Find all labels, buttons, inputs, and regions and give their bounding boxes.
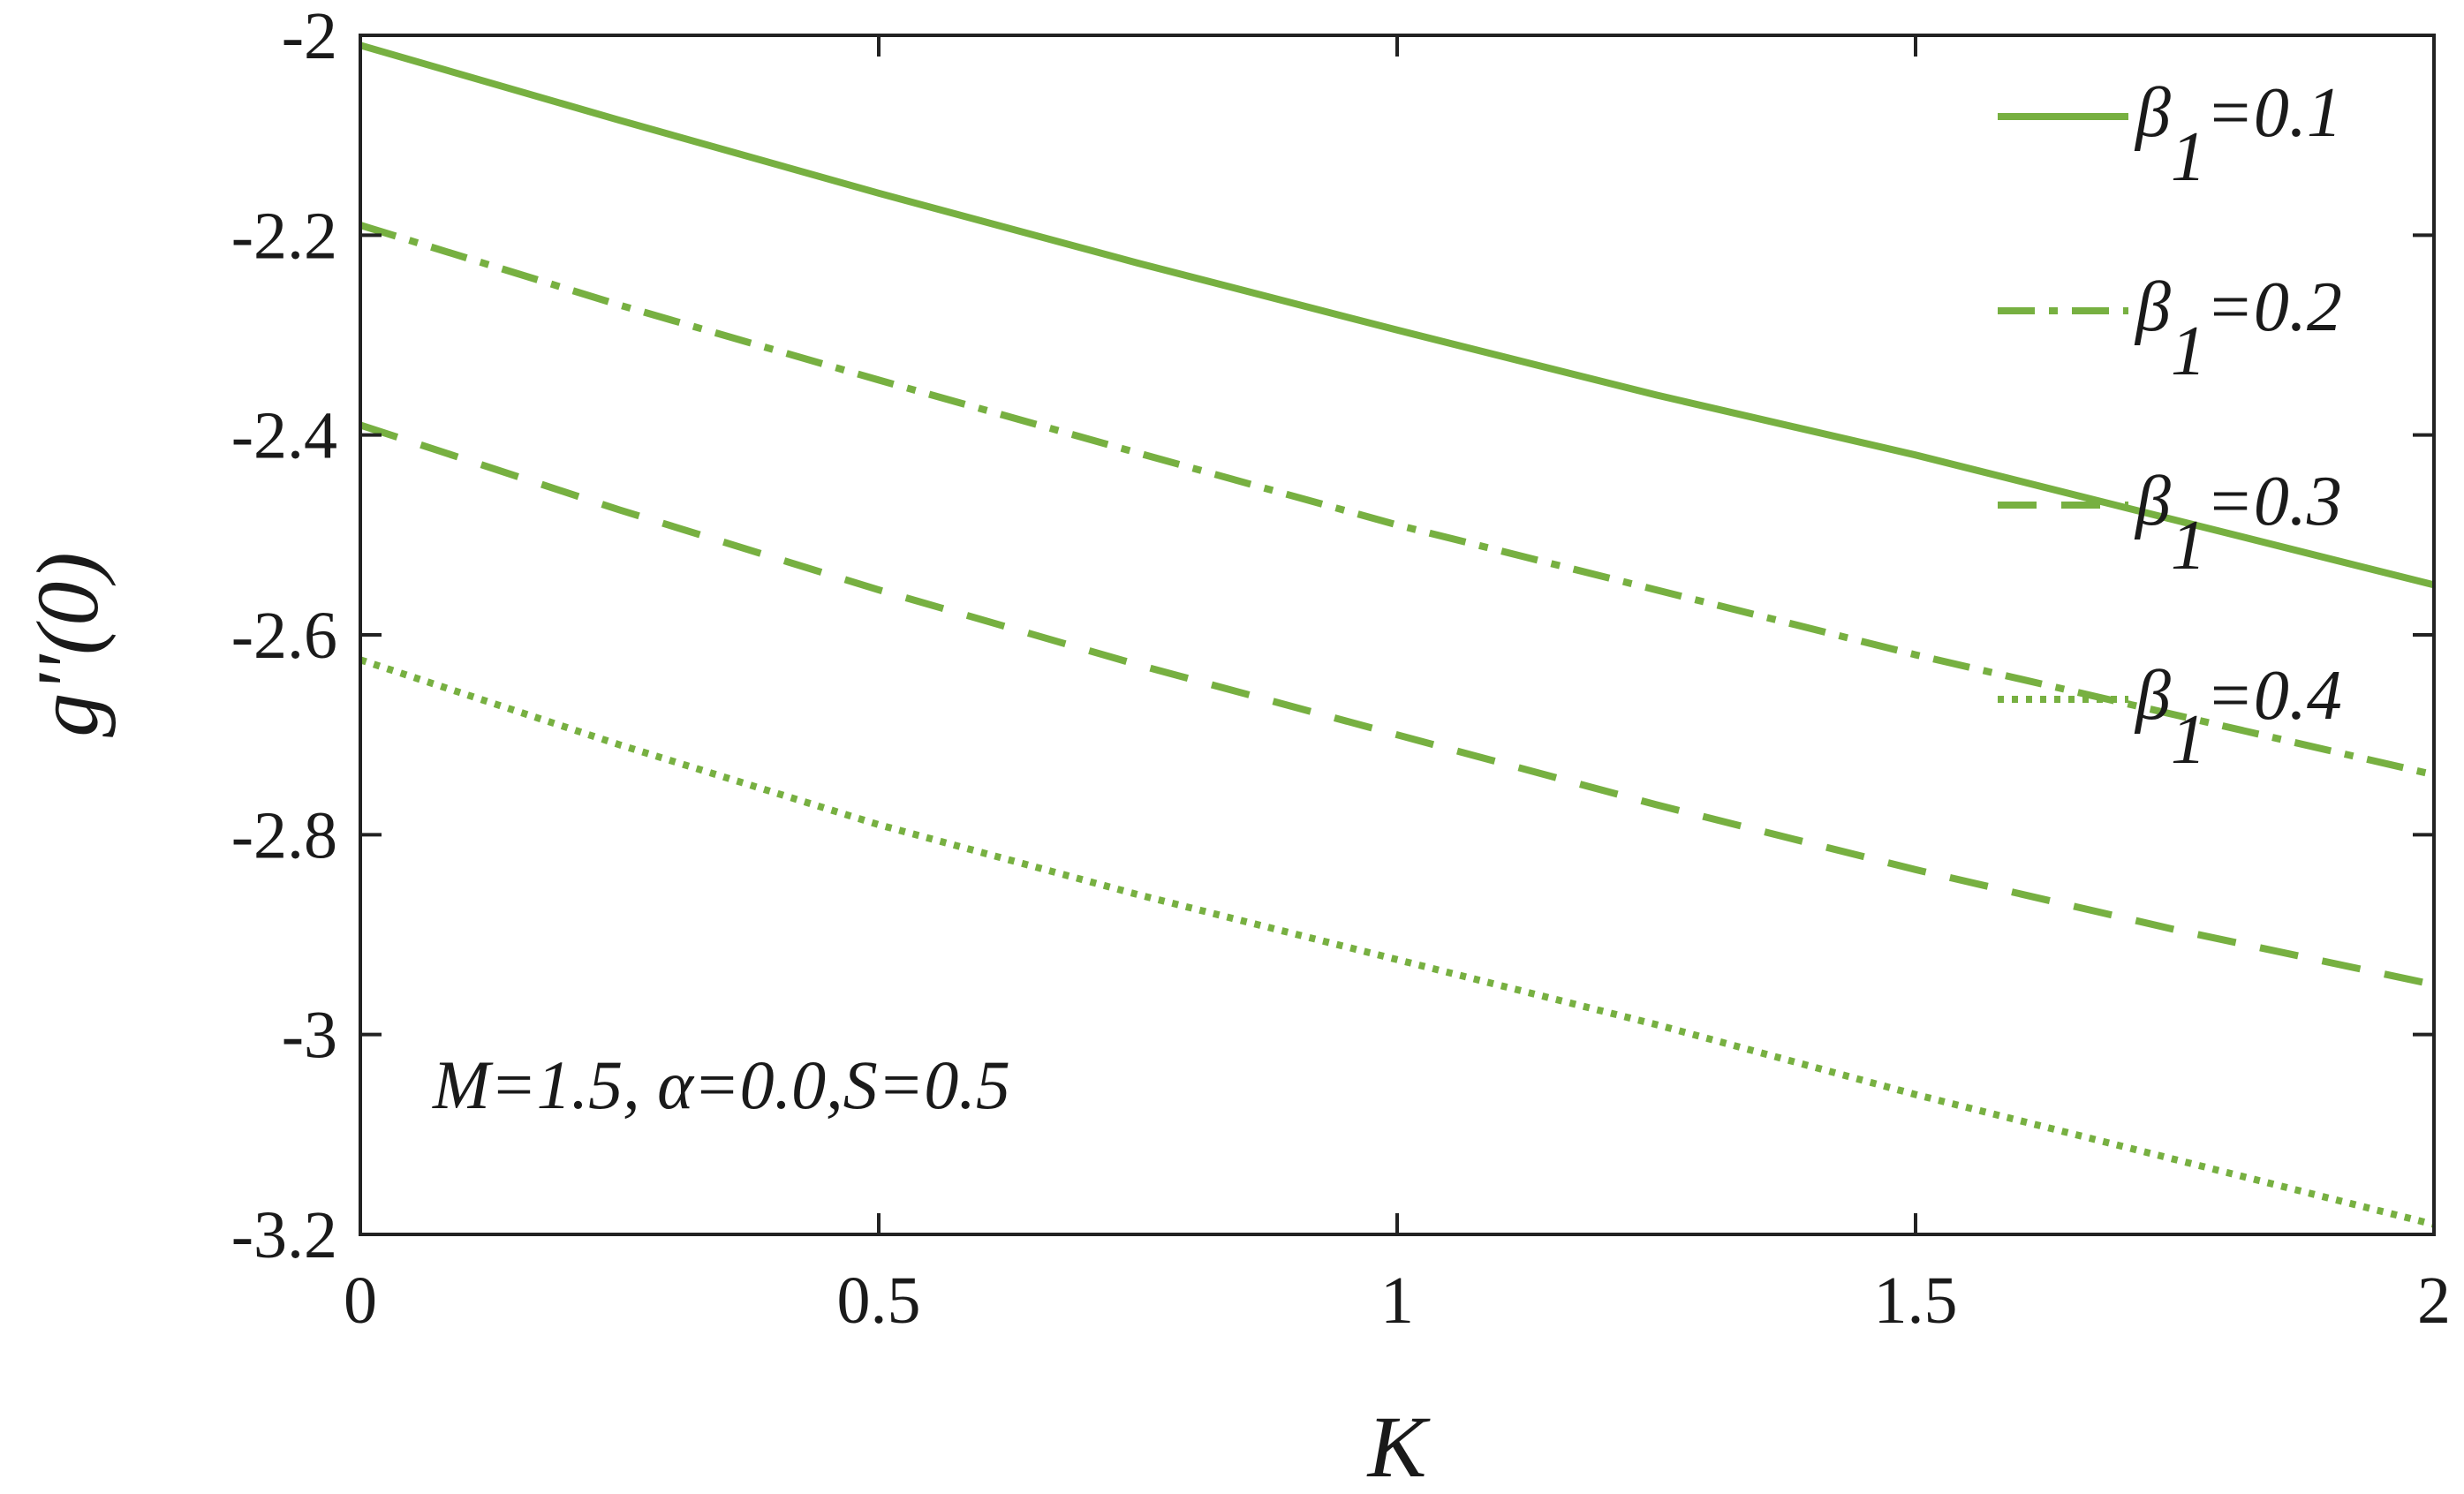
series-lines [359, 42, 2435, 1228]
series-line-1 [359, 42, 2435, 589]
legend-label-1: β1=0.1 [2134, 74, 2342, 196]
y-tick-label: -2.4 [231, 399, 337, 473]
series-line-3 [359, 421, 2435, 989]
x-tick-label: 0.5 [837, 1264, 921, 1338]
x-tick-label: 1.5 [1874, 1264, 1958, 1338]
annotation: M=1.5, α=0.0,S=0.5 [432, 1046, 1010, 1123]
y-tick-label: -3 [282, 999, 337, 1073]
series-line-2 [359, 222, 2435, 779]
legend: β1=0.1 β1=0.2 β1=0.3 β1=0.4 [1998, 74, 2342, 779]
x-tick-label: 0 [344, 1264, 377, 1338]
y-tick-label: -2.2 [231, 199, 337, 273]
x-tick-label: 2 [2417, 1264, 2451, 1338]
series-line-4 [359, 656, 2435, 1228]
y-tick-label: -2.6 [231, 599, 337, 673]
y-tick-label: -3.2 [231, 1198, 337, 1272]
y-tick-label: -2 [282, 0, 337, 73]
x-axis-title: K [1366, 1398, 1431, 1494]
y-axis-title: g''(0) [19, 552, 117, 736]
axis-ticks: 0 0.5 1 1.5 2 -2 -2.2 -2.4 -2.6 -2.8 -3 -3.2 [231, 0, 2451, 1338]
legend-label-2: β1=0.2 [2134, 268, 2342, 390]
x-tick-label: 1 [1380, 1264, 1414, 1338]
legend-label-3: β1=0.3 [2134, 463, 2342, 585]
y-tick-label: -2.8 [231, 798, 337, 872]
legend-label-4: β1=0.4 [2134, 657, 2342, 779]
